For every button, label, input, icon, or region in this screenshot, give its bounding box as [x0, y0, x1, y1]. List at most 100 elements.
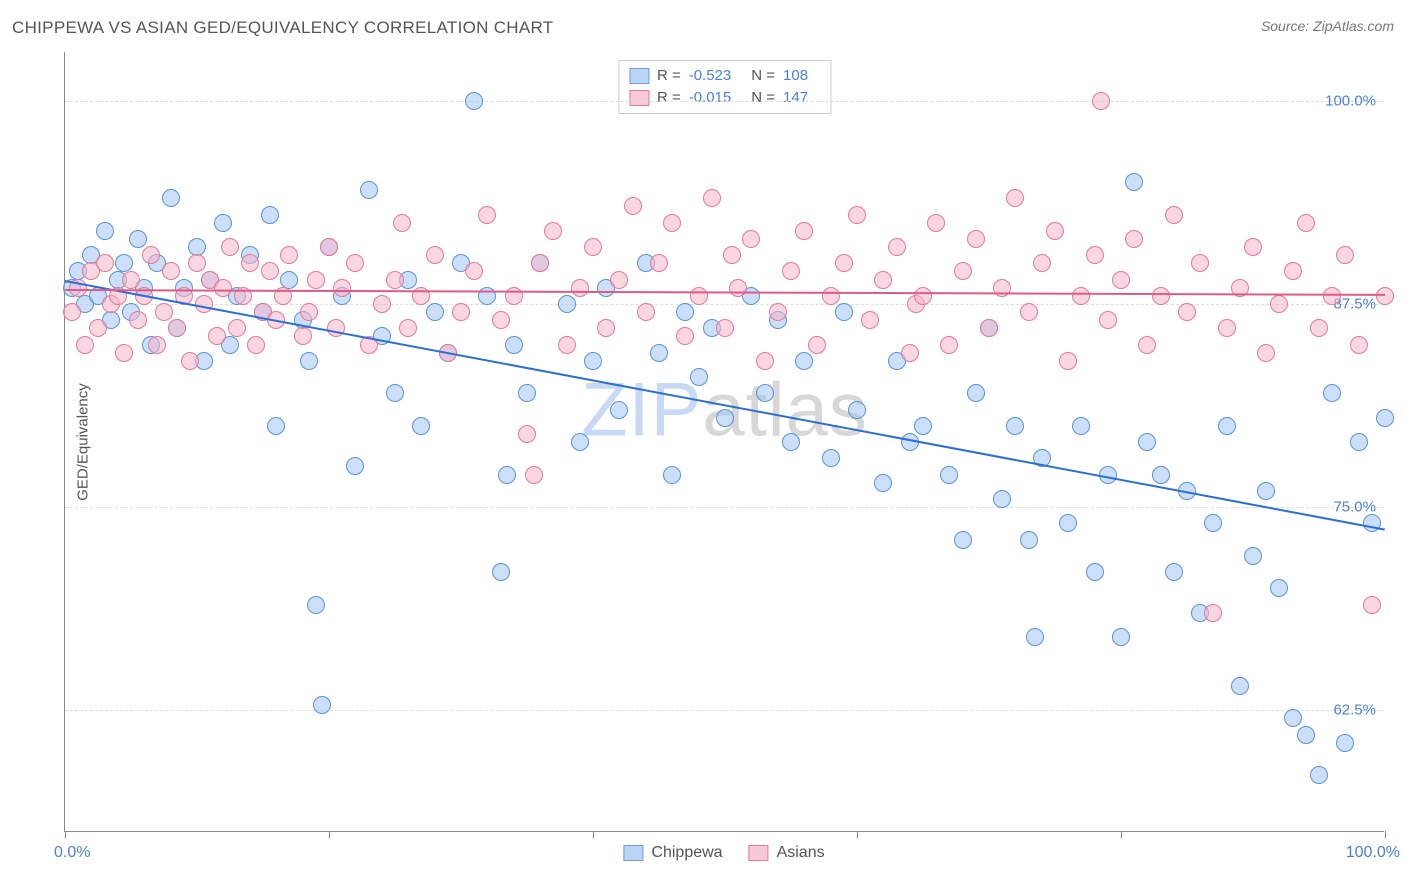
x-tick	[329, 831, 330, 838]
data-point	[300, 352, 318, 370]
data-point	[1297, 726, 1315, 744]
data-point	[597, 319, 615, 337]
legend-r-value: -0.015	[689, 87, 732, 109]
data-point	[492, 311, 510, 329]
data-point	[1072, 287, 1090, 305]
data-point	[571, 279, 589, 297]
data-point	[769, 303, 787, 321]
y-tick-label: 62.5%	[1333, 702, 1376, 719]
gridline	[65, 101, 1384, 102]
data-point	[1350, 433, 1368, 451]
data-point	[1112, 271, 1130, 289]
data-point	[525, 466, 543, 484]
data-point	[1178, 303, 1196, 321]
data-point	[1125, 173, 1143, 191]
data-point	[393, 214, 411, 232]
data-point	[914, 417, 932, 435]
data-point	[148, 336, 166, 354]
data-point	[1020, 303, 1038, 321]
data-point	[610, 401, 628, 419]
legend-label: Asians	[777, 844, 825, 862]
data-point	[716, 319, 734, 337]
data-point	[954, 531, 972, 549]
data-point	[261, 262, 279, 280]
data-point	[1363, 514, 1381, 532]
series-legend: Chippewa Asians	[623, 844, 824, 862]
data-point	[188, 254, 206, 272]
data-point	[360, 181, 378, 199]
data-point	[901, 344, 919, 362]
data-point	[129, 230, 147, 248]
data-point	[835, 303, 853, 321]
data-point	[795, 352, 813, 370]
legend-item: Chippewa	[623, 844, 722, 862]
data-point	[221, 238, 239, 256]
data-point	[122, 271, 140, 289]
data-point	[808, 336, 826, 354]
data-point	[247, 336, 265, 354]
data-point	[313, 696, 331, 714]
data-point	[558, 295, 576, 313]
data-point	[267, 417, 285, 435]
data-point	[1086, 246, 1104, 264]
data-point	[1059, 514, 1077, 532]
data-point	[142, 246, 160, 264]
data-point	[426, 303, 444, 321]
data-point	[208, 327, 226, 345]
chart-header: CHIPPEWA VS ASIAN GED/EQUIVALENCY CORREL…	[12, 18, 1394, 38]
data-point	[663, 466, 681, 484]
legend-row: R =-0.015N =147	[629, 87, 820, 109]
data-point	[1138, 336, 1156, 354]
data-point	[1165, 563, 1183, 581]
data-point	[927, 214, 945, 232]
data-point	[294, 327, 312, 345]
data-point	[518, 425, 536, 443]
data-point	[742, 230, 760, 248]
data-point	[558, 336, 576, 354]
data-point	[1218, 319, 1236, 337]
data-point	[967, 230, 985, 248]
chart-source: Source: ZipAtlas.com	[1261, 18, 1394, 34]
data-point	[1112, 628, 1130, 646]
data-point	[346, 457, 364, 475]
data-point	[690, 287, 708, 305]
data-point	[168, 319, 186, 337]
data-point	[465, 262, 483, 280]
data-point	[723, 246, 741, 264]
data-point	[228, 319, 246, 337]
data-point	[822, 287, 840, 305]
data-point	[1092, 92, 1110, 110]
data-point	[89, 319, 107, 337]
data-point	[386, 271, 404, 289]
data-point	[346, 254, 364, 272]
data-point	[518, 384, 536, 402]
data-point	[412, 417, 430, 435]
legend-label: Chippewa	[651, 844, 722, 862]
data-point	[650, 254, 668, 272]
x-tick	[65, 831, 66, 838]
data-point	[940, 336, 958, 354]
data-point	[980, 319, 998, 337]
data-point	[637, 303, 655, 321]
chart-title: CHIPPEWA VS ASIAN GED/EQUIVALENCY CORREL…	[12, 18, 553, 38]
data-point	[399, 319, 417, 337]
data-point	[1257, 344, 1275, 362]
data-point	[795, 222, 813, 240]
scatter-plot: ZIPatlas R =-0.523N =108R =-0.015N =147 …	[64, 52, 1384, 832]
data-point	[1270, 295, 1288, 313]
data-point	[571, 433, 589, 451]
data-point	[155, 303, 173, 321]
data-point	[663, 214, 681, 232]
data-point	[214, 214, 232, 232]
data-point	[1310, 766, 1328, 784]
data-point	[584, 238, 602, 256]
data-point	[386, 384, 404, 402]
data-point	[1204, 514, 1222, 532]
data-point	[1020, 531, 1038, 549]
data-point	[1284, 709, 1302, 727]
data-point	[1257, 482, 1275, 500]
data-point	[115, 344, 133, 362]
trend-line	[65, 289, 1385, 296]
data-point	[1231, 677, 1249, 695]
data-point	[1323, 287, 1341, 305]
